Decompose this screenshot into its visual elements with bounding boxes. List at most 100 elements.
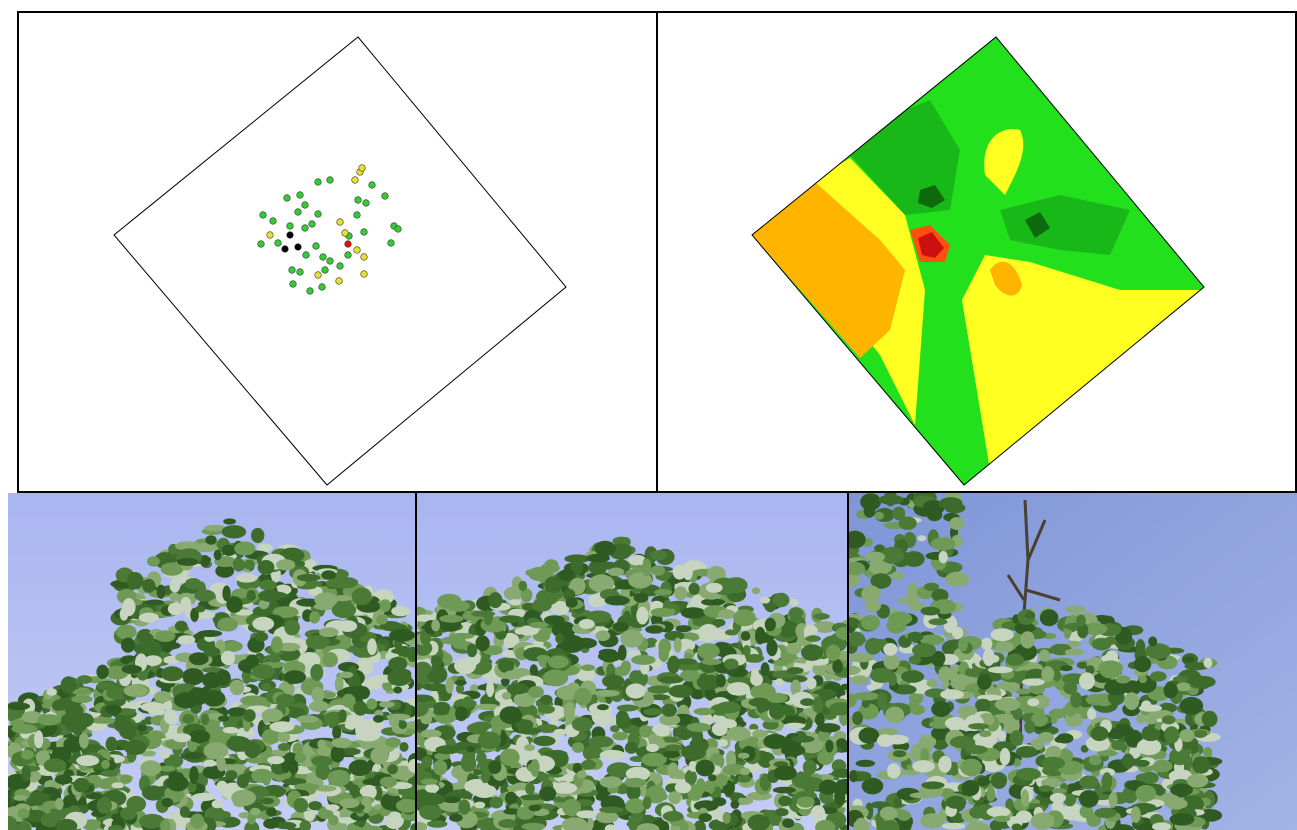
- leaf-cluster: [332, 725, 342, 740]
- point: [314, 178, 322, 186]
- leaf-cluster: [1004, 717, 1020, 735]
- leaf-cluster: [798, 776, 824, 790]
- leaf-cluster: [628, 572, 653, 589]
- leaf-cluster: [987, 666, 1014, 674]
- point: [306, 287, 314, 295]
- leaf-cluster: [716, 674, 726, 688]
- leaf-cluster: [624, 777, 647, 788]
- sample-points: [257, 164, 402, 295]
- leaf-cluster: [923, 582, 940, 592]
- leaf-cluster: [268, 655, 281, 663]
- leaf-cluster: [631, 654, 656, 665]
- leaf-cluster: [284, 661, 306, 674]
- leaf-cluster: [416, 762, 425, 773]
- leaf-cluster: [194, 589, 216, 602]
- leaf-cluster: [617, 644, 627, 661]
- leaf-cluster: [930, 650, 946, 667]
- point: [360, 270, 368, 278]
- point: [344, 251, 352, 259]
- leaf-cluster: [642, 559, 652, 577]
- leaf-cluster: [800, 698, 815, 706]
- leaf-cluster: [34, 730, 44, 749]
- leaf-cluster: [805, 677, 817, 690]
- leaf-cluster: [385, 737, 401, 748]
- leaf-cluster: [277, 743, 291, 751]
- leaf-cluster: [525, 782, 535, 795]
- leaf-cluster: [42, 786, 59, 796]
- leaf-cluster: [1141, 727, 1161, 742]
- leaf-cluster: [658, 638, 672, 655]
- leaf-cluster: [1070, 691, 1082, 708]
- leaf-cluster: [257, 560, 275, 575]
- leaf-cluster: [314, 785, 337, 792]
- leaf-cluster: [73, 777, 90, 793]
- leaf-cluster: [688, 582, 700, 595]
- leaf-cluster: [416, 821, 428, 830]
- leaf-cluster: [244, 741, 261, 759]
- leaf-cluster: [848, 815, 857, 824]
- leaf-cluster: [712, 797, 727, 807]
- leaf-cluster: [272, 606, 299, 618]
- leaf-cluster: [705, 738, 718, 751]
- leaf-cluster: [1179, 696, 1204, 715]
- leaf-cluster: [445, 677, 454, 694]
- leaf-cluster: [470, 684, 479, 693]
- zone-yellow: [984, 129, 1024, 195]
- leaf-cluster: [76, 755, 100, 767]
- leaf-cluster: [518, 625, 539, 636]
- leaf-cluster: [744, 654, 765, 663]
- leaf-cluster: [13, 794, 28, 801]
- leaf-cluster: [317, 739, 327, 750]
- leaf-cluster: [173, 692, 199, 709]
- leaf-cluster: [285, 777, 296, 785]
- leaf-cluster: [144, 599, 165, 606]
- leaf-cluster: [503, 586, 523, 601]
- leaf-cluster: [160, 666, 184, 682]
- leaf-cluster: [660, 736, 680, 744]
- leaf-cluster: [470, 721, 493, 731]
- leaf-cluster: [892, 750, 907, 758]
- leaf-cluster: [96, 681, 116, 691]
- foliage: [848, 493, 1223, 830]
- leaf-cluster: [636, 606, 649, 625]
- leaf-cluster: [332, 595, 353, 602]
- leaf-cluster: [813, 613, 830, 620]
- leaf-cluster: [474, 801, 486, 809]
- leaf-cluster: [378, 701, 395, 708]
- leaf-cluster: [120, 702, 142, 710]
- leaf-cluster: [361, 784, 377, 800]
- leaf-cluster: [355, 657, 374, 676]
- leaf-cluster: [475, 703, 500, 711]
- leaf-cluster: [773, 765, 797, 781]
- leaf-cluster: [434, 752, 451, 761]
- leaf-cluster: [612, 731, 629, 741]
- leaf-cluster: [789, 598, 799, 607]
- leaf-cluster: [435, 745, 460, 755]
- leaf-cluster: [730, 793, 740, 802]
- leaf-cluster: [433, 701, 451, 714]
- leaf-cluster: [759, 596, 771, 604]
- leaf-cluster: [140, 750, 156, 757]
- leaf-cluster: [520, 588, 533, 603]
- point: [360, 228, 368, 236]
- leaf-cluster: [547, 655, 569, 669]
- leaf-cluster: [858, 703, 879, 720]
- leaf-cluster: [607, 567, 625, 577]
- leaf-cluster: [425, 783, 440, 793]
- leaf-cluster: [645, 637, 658, 648]
- leaf-cluster: [1138, 675, 1147, 684]
- point: [358, 164, 366, 172]
- leaf-cluster: [751, 587, 761, 595]
- plot-boundary: [113, 36, 567, 486]
- leaf-cluster: [246, 696, 267, 703]
- leaf-cluster: [1063, 793, 1076, 807]
- leaf-cluster: [1189, 675, 1216, 688]
- leaf-cluster: [977, 674, 992, 690]
- leaf-cluster: [156, 584, 166, 599]
- leaf-cluster: [1124, 692, 1140, 710]
- leaf-cluster: [1085, 693, 1108, 706]
- leaf-cluster: [334, 676, 344, 693]
- leaf-cluster: [573, 687, 592, 706]
- leaf-cluster: [938, 755, 952, 773]
